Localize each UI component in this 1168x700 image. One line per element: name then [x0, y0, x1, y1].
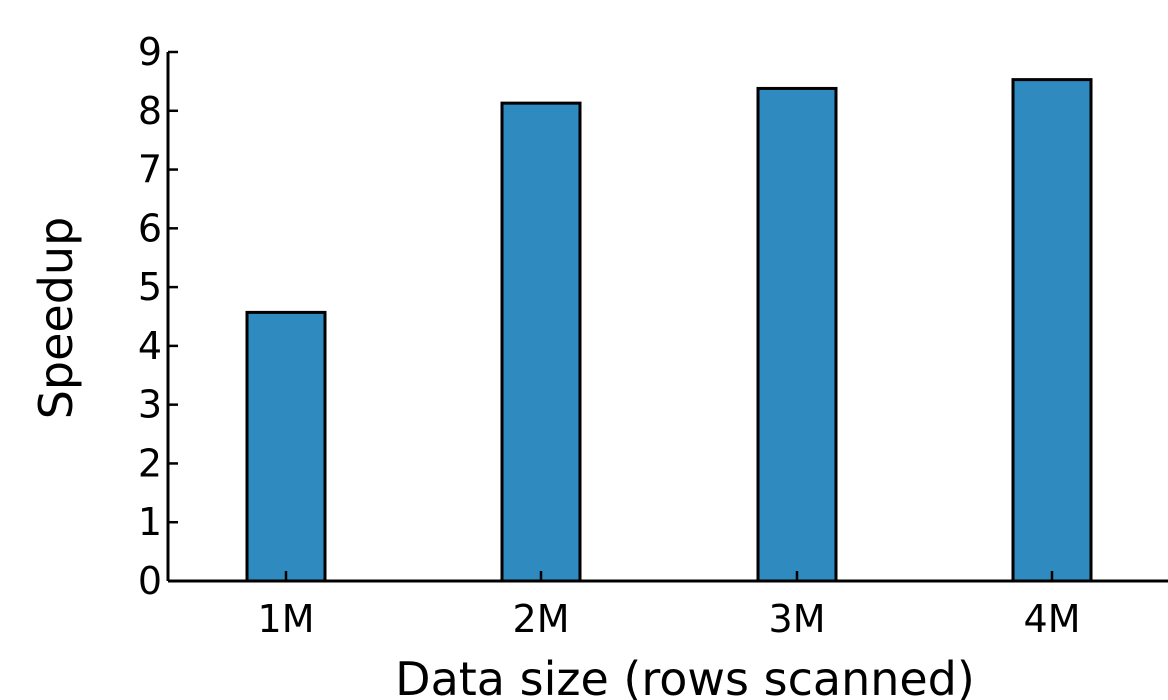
- x-tick-label: 1M: [258, 597, 315, 641]
- x-axis-title: Data size (rows scanned): [395, 652, 975, 700]
- bar-1M: [245, 310, 327, 583]
- y-tick-label: 4: [138, 324, 162, 368]
- bar-2M: [500, 101, 582, 583]
- x-tick-label: 2M: [513, 597, 570, 641]
- y-tick-label: 1: [138, 500, 162, 544]
- y-ticks-group: 0 1 2 3 4 5 6 7 8 9: [138, 30, 178, 603]
- bar-4M: [1011, 78, 1093, 583]
- y-tick-label: 7: [138, 148, 162, 192]
- y-tick-label: 2: [138, 441, 162, 485]
- x-tick-label: 4M: [1024, 597, 1081, 641]
- x-tick-label: 3M: [769, 597, 826, 641]
- y-tick-label: 9: [138, 30, 162, 74]
- x-ticks-group: 1M 2M 3M 4M: [258, 571, 1081, 641]
- y-axis-title: Speedup: [29, 217, 83, 420]
- y-tick-label: 8: [138, 89, 162, 133]
- bars-group: [245, 78, 1093, 583]
- y-tick-label: 6: [138, 206, 162, 250]
- bar-3M: [756, 86, 838, 583]
- y-tick-label: 3: [138, 383, 162, 427]
- y-tick-label: 0: [138, 559, 162, 603]
- y-tick-label: 5: [138, 265, 162, 309]
